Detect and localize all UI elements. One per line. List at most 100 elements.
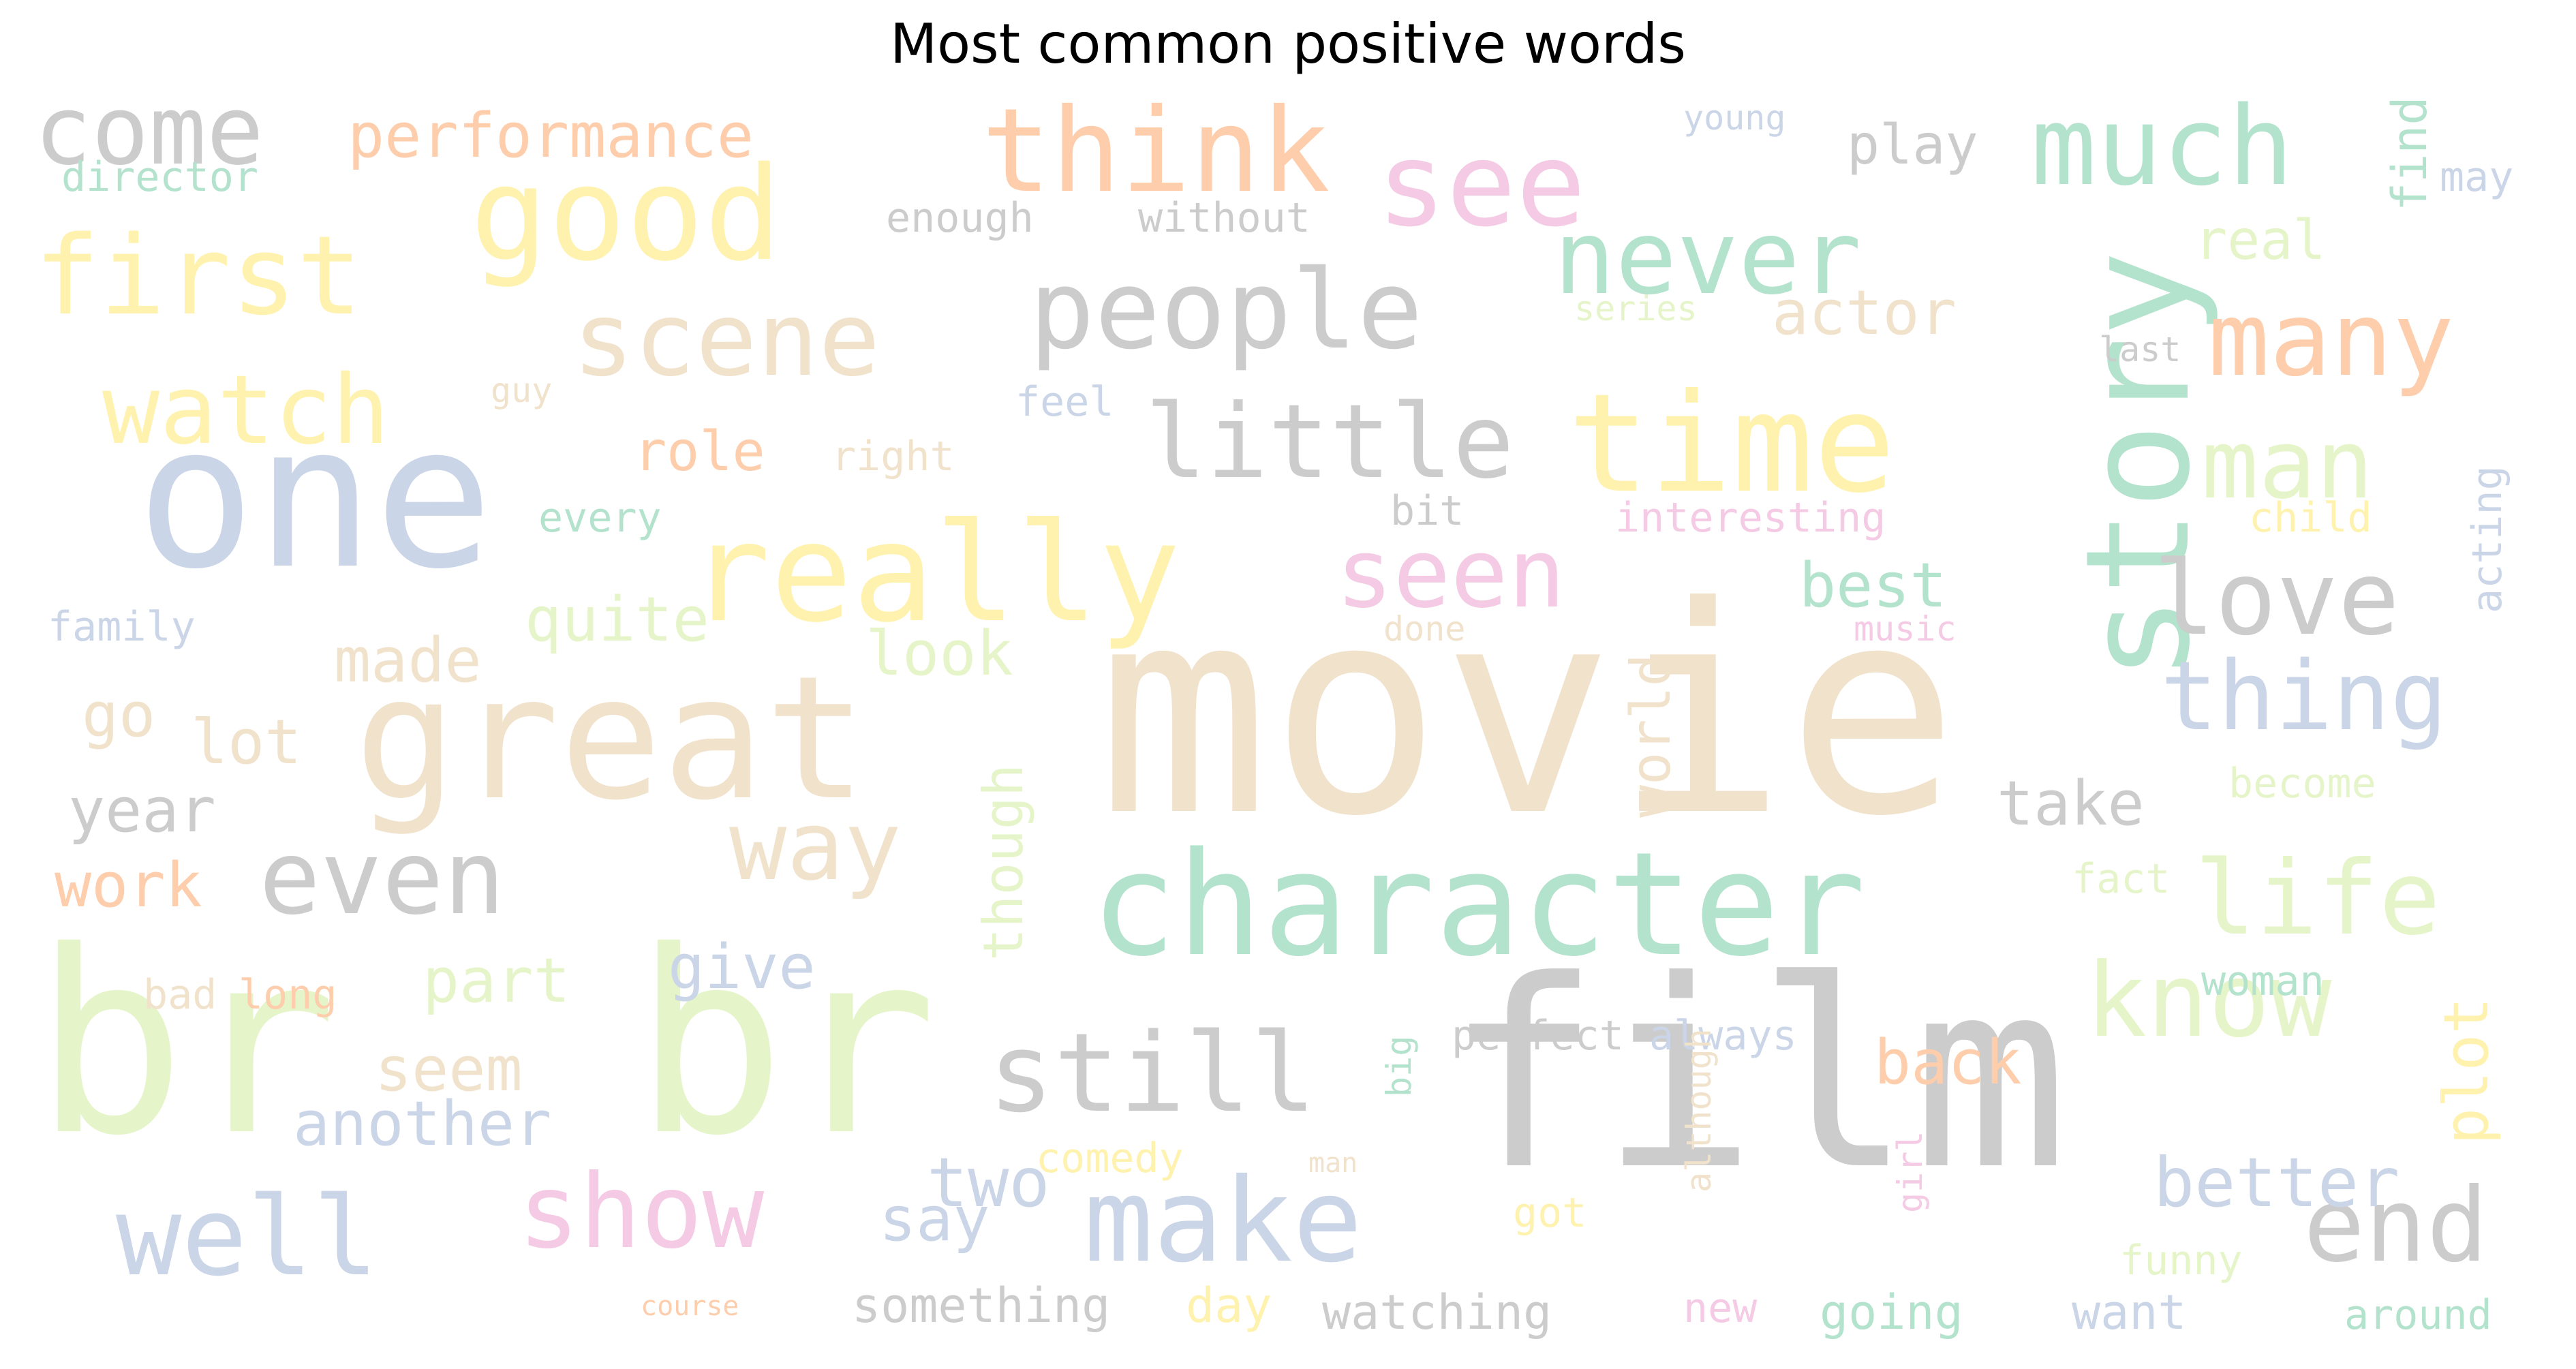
cloud-word-back: back (1874, 1027, 2022, 1098)
cloud-word-really: really (688, 494, 1180, 653)
cloud-word-well: well (116, 1173, 378, 1300)
cloud-word-comedy: comedy (1036, 1135, 1184, 1182)
cloud-word-people: people (1029, 246, 1423, 373)
cloud-word-guy: guy (491, 371, 552, 410)
cloud-word-scene: scene (572, 281, 880, 399)
cloud-word-become: become (2228, 760, 2376, 807)
cloud-word-though: though (972, 764, 1035, 961)
cloud-word-plot: plot (2431, 997, 2502, 1145)
cloud-word-woman: woman (2201, 957, 2325, 1005)
cloud-word-performance: performance (348, 100, 754, 172)
cloud-word-best: best (1799, 550, 1947, 621)
cloud-word-acting: acting (2464, 465, 2511, 613)
cloud-word-thing: thing (2160, 641, 2447, 752)
cloud-word-say: say (879, 1184, 990, 1255)
cloud-word-show: show (518, 1153, 765, 1272)
cloud-word-better: better (2153, 1143, 2399, 1222)
cloud-word-seem: seem (375, 1034, 523, 1105)
cloud-word-year: year (68, 775, 216, 846)
cloud-word-character: character (1090, 821, 1866, 988)
cloud-word-going: going (1820, 1285, 1963, 1340)
cloud-word-br: br (34, 898, 338, 1191)
cloud-word-always: always (1649, 1012, 1797, 1060)
cloud-word-much: much (2031, 89, 2293, 210)
cloud-word-last: last (2099, 330, 2181, 369)
cloud-word-think: think (981, 89, 1330, 219)
cloud-word-enough: enough (886, 194, 1034, 242)
cloud-word-bit: bit (1390, 487, 1464, 535)
cloud-word-music: music (1854, 609, 1957, 649)
cloud-word-new: new (1683, 1285, 1758, 1332)
cloud-word-course: course (641, 1291, 739, 1322)
cloud-word-way: way (729, 791, 902, 902)
cloud-word-although: although (1679, 1028, 1719, 1193)
cloud-word-made: made (334, 625, 482, 696)
cloud-word-first: first (34, 212, 363, 339)
cloud-word-role: role (634, 420, 765, 483)
cloud-word-give: give (668, 932, 816, 1003)
cloud-word-play: play (1847, 113, 1978, 176)
cloud-word-two: two (927, 1143, 1050, 1222)
cloud-word-see: see (1377, 118, 1586, 253)
cloud-word-part: part (423, 945, 570, 1017)
cloud-word-interesting: interesting (1615, 494, 1886, 542)
cloud-word-still: still (988, 1009, 1317, 1137)
cloud-word-want: want (2072, 1285, 2187, 1340)
cloud-word-seen: seen (1336, 519, 1565, 630)
cloud-word-without: without (1138, 194, 1310, 242)
cloud-word-work: work (55, 850, 202, 921)
chart-title: Most common positive words (890, 12, 1686, 76)
cloud-word-man: man (2201, 410, 2374, 521)
cloud-word-love: love (2153, 540, 2399, 658)
word-cloud: movie film br br one great character story reall… (34, 89, 2542, 1349)
cloud-word-one: one (136, 383, 493, 613)
cloud-word-got: got (1513, 1189, 1586, 1237)
cloud-word-right: right (831, 433, 955, 480)
cloud-word-lot: lot (191, 707, 302, 778)
cloud-word-another: another (293, 1088, 551, 1160)
cloud-word-funny: funny (2119, 1237, 2243, 1285)
cloud-word-make: make (1084, 1154, 1362, 1289)
cloud-word-quite: quite (525, 584, 709, 656)
cloud-word-girl: girl (1890, 1131, 1930, 1213)
cloud-word-family: family (48, 603, 196, 651)
cloud-word-world: world (1619, 653, 1683, 818)
cloud-word-look: look (865, 618, 1013, 690)
cloud-word-good: good (470, 139, 782, 290)
cloud-word-life: life (2194, 840, 2440, 958)
cloud-word-watch: watch (102, 355, 389, 466)
cloud-word-even: even (259, 819, 505, 938)
cloud-word-day: day (1186, 1278, 1272, 1334)
cloud-word-go: go (82, 679, 155, 751)
cloud-word-man: man (1308, 1148, 1358, 1179)
cloud-word-great: great (354, 639, 868, 837)
cloud-word-watching: watching (1322, 1285, 1552, 1340)
cloud-word-br: br (634, 898, 938, 1191)
cloud-word-series: series (1574, 289, 1698, 328)
cloud-word-real: real (2194, 209, 2326, 272)
cloud-word-child: child (2249, 494, 2372, 542)
cloud-word-story: story (2055, 251, 2222, 681)
cloud-word-big: big (1379, 1036, 1419, 1097)
cloud-word-young: young (1683, 98, 1786, 138)
cloud-word-feel: feel (1015, 378, 1114, 426)
cloud-word-end: end (2303, 1167, 2488, 1285)
cloud-word-movie: movie (1097, 546, 1959, 879)
cloud-word-know: know (2085, 942, 2332, 1060)
cloud-word-come: come (34, 89, 264, 187)
cloud-word-actor: actor (1772, 277, 1957, 349)
cloud-word-long: long (239, 971, 337, 1019)
cloud-word-perfect: perfect (1452, 1012, 1624, 1060)
cloud-word-director: director (61, 153, 258, 201)
cloud-word-may: may (2440, 153, 2513, 201)
cloud-word-done: done (1383, 609, 1465, 649)
cloud-word-time: time (1567, 365, 1896, 523)
cloud-word-many: many (2208, 281, 2454, 399)
cloud-word-find: find (2382, 96, 2438, 211)
cloud-word-never: never (1554, 199, 1862, 318)
cloud-word-bad: bad (143, 971, 217, 1019)
cloud-word-every: every (538, 494, 662, 542)
cloud-word-fact: fact (2072, 855, 2171, 903)
cloud-word-film: film (1445, 925, 2068, 1227)
cloud-word-take: take (1997, 768, 2145, 840)
